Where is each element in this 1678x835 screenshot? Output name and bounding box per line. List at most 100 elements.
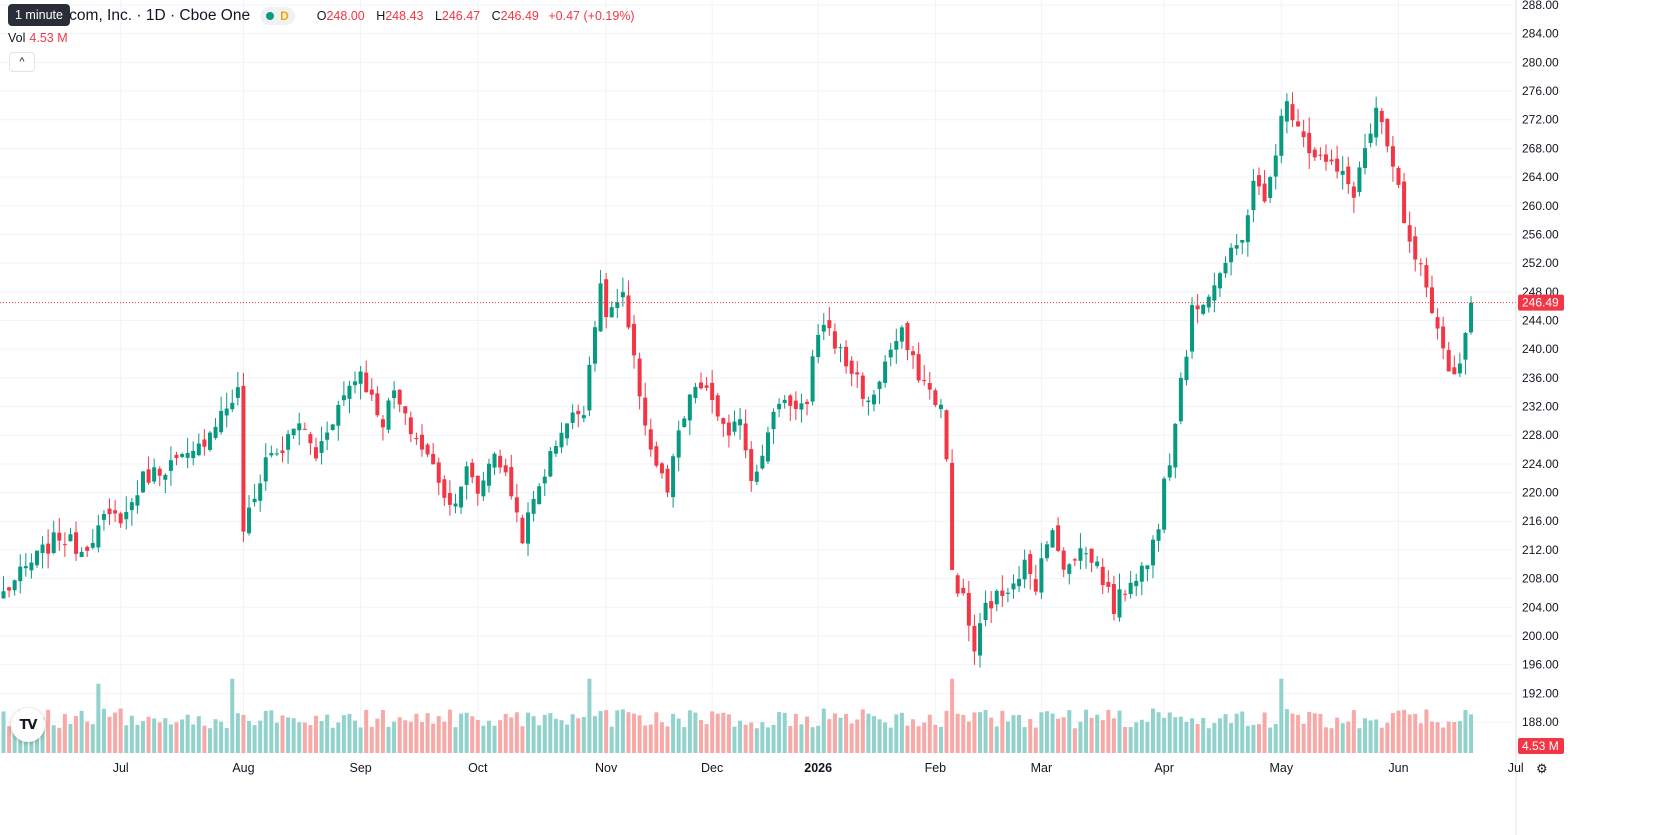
candle-body [1452,367,1457,375]
candle-body [1089,548,1094,563]
volume-bar [219,721,224,753]
volume-bar [1084,709,1089,753]
volume-bar [983,709,988,753]
candle-body [738,419,743,426]
volume-bar [392,721,397,753]
candle-body [810,356,815,402]
candle-body [693,386,698,398]
candle-body [447,493,452,505]
volume-bar [1307,711,1312,753]
symbol-legend[interactable]: Amazon.com, Inc. · 1D · Cboe One D O248.… [8,6,635,26]
volume-bar [196,716,201,753]
candle-body [269,453,274,456]
volume-bar [135,724,140,753]
candle-body [1229,247,1234,263]
volume-bar [442,721,447,753]
volume-bar [598,711,603,753]
volume-bar [302,722,307,753]
candle-body [46,543,51,554]
candle-body [1268,177,1273,198]
volume-bar [754,728,759,753]
candle-body [598,283,603,332]
candle-body [581,415,586,419]
volume-bar [1418,723,1423,753]
volume-legend[interactable]: Vol 4.53 M [8,31,68,45]
time-tick-label: Apr [1154,761,1173,775]
candle-body [57,532,62,541]
candle-body [665,468,670,493]
volume-bar [235,713,240,753]
candle-body [1223,262,1228,274]
time-tick-label: Jun [1388,761,1408,775]
candle-body [1106,581,1111,587]
candle-body [805,401,810,405]
volume-bar [548,713,553,753]
volume-bar [1329,728,1334,753]
candle-body [587,364,592,411]
volume-bar [1,711,6,753]
candle-body [537,486,542,505]
volume-bar [978,712,982,753]
price-tick-label: 276.00 [1522,84,1559,98]
market-status[interactable]: D [260,7,295,25]
volume-bar [738,720,743,753]
time-axis[interactable]: Jul Aug Sep Oct Nov Dec 2026 Feb Mar Apr May Jun Jul [0,755,1524,775]
candle-body [1368,133,1373,143]
tradingview-logo-icon[interactable]: TV [11,708,45,742]
candle-body [1340,170,1345,175]
candle-body [397,389,402,405]
volume-bar [1217,718,1222,753]
candle-body [832,331,837,349]
gear-icon[interactable]: ⚙ [1536,761,1548,776]
candle-body [888,349,893,358]
volume-bar [241,714,246,753]
volume-bar [1424,709,1429,753]
volume-bar [805,716,810,753]
volume-bar [213,719,218,753]
price-tick-label: 284.00 [1522,27,1559,41]
candle-body [302,428,307,430]
volume-bar [1156,712,1161,753]
volume-bar [1301,723,1306,753]
candle-body [849,360,854,374]
volume-bar [358,727,363,753]
candle-body [263,457,268,482]
volume-bar [777,711,782,753]
volume-bar [1050,713,1055,753]
candle-body [347,385,352,399]
volume-bar [1396,710,1401,753]
candle-body [1312,149,1317,158]
candle-body [1000,590,1005,596]
volume-bar [1245,725,1250,753]
volume-value: 4.53 M [29,31,68,45]
candle-body [1429,287,1434,313]
volume-bar [888,727,893,753]
candle-body [1139,565,1144,582]
candle-body [1100,566,1105,586]
candle-body [403,406,408,414]
volume-bar [1028,719,1033,753]
candle-body [553,446,558,454]
volume-bar [1312,713,1317,753]
volume-bar [799,724,804,753]
candle-body [375,393,380,416]
volume-bar [492,725,497,753]
volume-bar [592,716,597,753]
candle-body [1318,154,1323,156]
candle-body [1435,317,1440,329]
volume-bar [721,712,726,753]
price-tick-label: 212.00 [1522,543,1559,557]
collapse-legend-button[interactable]: ^ [9,52,35,72]
volume-bar [1390,713,1395,753]
price-axis[interactable]: 188.00 192.00 196.00 200.00 204.00 208.00 212.… [1515,0,1559,835]
volume-bar [1374,719,1379,753]
volume-bar [620,709,625,753]
volume-bar [537,725,542,753]
candle-body [1190,304,1195,352]
time-tick-label: Jul [1508,761,1524,775]
price-tick-label: 264.00 [1522,170,1559,184]
price-tick-label: 252.00 [1522,256,1559,270]
candle-body [559,432,564,448]
candle-body [34,550,39,566]
